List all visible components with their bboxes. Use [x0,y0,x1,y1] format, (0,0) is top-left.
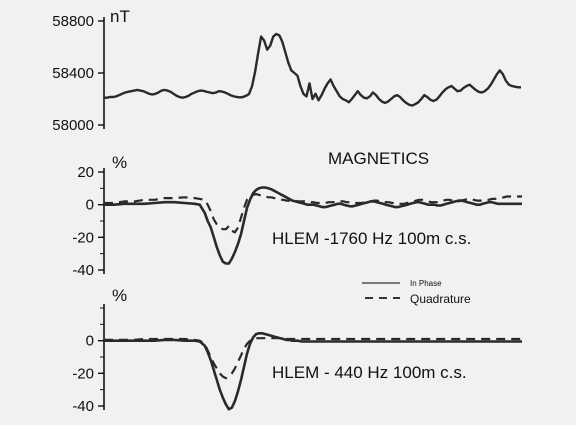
y-tick-label: 0 [86,197,94,214]
in-phase-series-line [104,331,522,411]
y-tick-label: -40 [72,398,94,415]
quadrature-series-line [104,193,522,234]
y-tick-label: 0 [86,333,94,350]
panel-title: MAGNETICS [328,149,429,168]
y-tick-label: -20 [72,365,94,382]
y-unit-label: % [112,286,127,305]
magnetics-series-line [104,32,521,107]
y-unit-label: nT [110,7,130,26]
panel-title: HLEM - 440 Hz 100m c.s. [272,363,467,382]
y-tick-label: -20 [72,229,94,246]
y-tick-label: 58400 [52,65,94,82]
panel-title: HLEM -1760 Hz 100m c.s. [272,229,471,248]
legend-in-phase-label: In Phase [410,279,442,288]
legend-quadrature-label: Quadrature [410,292,471,306]
legend: In Phase Quadrature [362,279,471,306]
hlem-440-panel: -40 -20 0% HLEM - 440 Hz 100m c.s. [72,286,522,415]
hlem-1760-panel: -40 -20 0 20% HLEM -1760 Hz 100m c.s. [72,153,522,279]
quadrature-series-line [104,337,522,380]
y-unit-label: % [112,153,127,172]
y-tick-label: -40 [72,262,94,279]
y-tick-label: 58800 [52,13,94,30]
y-tick-label: 58000 [52,117,94,134]
y-tick-label: 20 [77,164,94,181]
magnetics-panel: 58000 58400 58800 nT MAGNETICS [52,7,521,168]
